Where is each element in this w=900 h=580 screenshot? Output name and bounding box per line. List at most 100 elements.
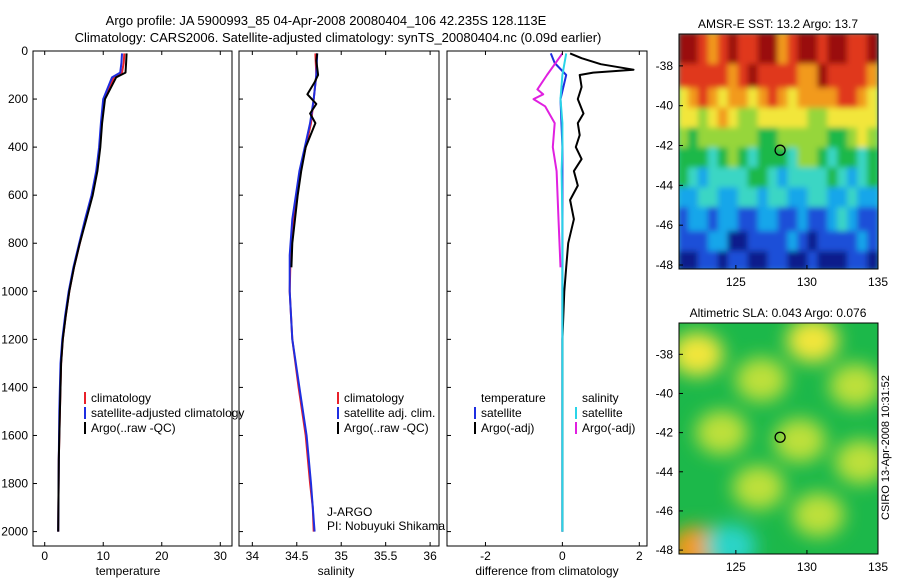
sst-cell: [747, 87, 760, 112]
sst-cell: [717, 127, 730, 152]
depth-ytick-label: 1200: [1, 332, 28, 346]
legend-label-argo: Argo(..raw -QC): [344, 421, 429, 435]
sst-cell: [797, 127, 810, 152]
sst-cell: [679, 63, 690, 92]
sst-cell: [757, 63, 770, 92]
sst-cell: [687, 251, 700, 269]
temperature-legend: climatology satellite-adjusted climatolo…: [84, 391, 244, 435]
figure-title-line1: Argo profile: JA 5900993_85 04-Apr-2008 …: [106, 13, 547, 28]
sst-cell: [807, 207, 820, 236]
sst-cell: [679, 107, 690, 132]
sla-xtick-label: 135: [868, 560, 888, 574]
sst-cell: [797, 147, 810, 172]
sst-cell: [797, 34, 810, 68]
sla-anomaly-blob: [732, 465, 785, 510]
sst-xtick-label: 125: [726, 275, 746, 289]
sst-cell: [857, 231, 870, 256]
salinity-axes-frame: [238, 50, 440, 547]
sst-ytick-label: -48: [656, 258, 674, 272]
difference-xtick-label: -2: [480, 549, 491, 563]
sst-cell: [767, 63, 780, 92]
depth-ytick-label: 1600: [1, 428, 28, 442]
legend-label-satellite-adjusted: satellite-adjusted climatology: [91, 406, 244, 420]
sst-cell: [757, 251, 770, 269]
sst-cell: [777, 63, 790, 92]
sst-cell: [757, 87, 770, 112]
sst-cell: [747, 187, 760, 212]
sla-ytick-label: -44: [656, 465, 674, 479]
sst-cell: [707, 187, 720, 212]
sst-cell: [867, 87, 878, 112]
sla-ytick-label: -48: [656, 543, 674, 557]
sst-cell: [797, 167, 810, 192]
sst-cell: [679, 187, 690, 212]
sst-cell: [797, 107, 810, 132]
sst-cell: [757, 127, 770, 152]
sst-cell: [737, 87, 750, 112]
sst-cell: [687, 167, 700, 192]
sst-cell: [827, 107, 840, 132]
difference-axes-frame: [446, 50, 648, 547]
sst-cell: [847, 187, 860, 212]
difference-axes: -2 0 2: [447, 50, 643, 563]
sst-cell: [797, 251, 810, 269]
sla-anomaly-blob: [773, 418, 826, 463]
sst-cell: [807, 127, 820, 152]
sst-cell: [827, 167, 840, 192]
sst-cell: [737, 34, 750, 68]
sst-cell: [707, 147, 720, 172]
sla-map-clip: [679, 323, 878, 554]
sst-cell: [707, 167, 720, 192]
sst-cell: [727, 187, 740, 212]
sst-cell: [747, 251, 760, 269]
sst-cell: [837, 63, 850, 92]
sst-cell: [727, 34, 740, 68]
sst-cell: [757, 231, 770, 256]
sst-cell: [747, 231, 760, 256]
depth-ytick-label: 0: [21, 44, 28, 58]
sst-cell: [857, 187, 870, 212]
sst-cell: [797, 187, 810, 212]
sst-cell: [817, 167, 830, 192]
sst-cell: [857, 107, 870, 132]
sla-anomaly-blob: [834, 439, 878, 484]
sst-cell: [727, 207, 740, 236]
sla-map-marker-layer: [774, 431, 786, 443]
sst-cell: [817, 251, 830, 269]
sst-ytick-label: -38: [656, 59, 674, 73]
sst-cell: [727, 167, 740, 192]
sst-cell: [787, 251, 800, 269]
sst-cell: [867, 63, 878, 92]
sst-cell: [867, 107, 878, 132]
sst-cell: [807, 187, 820, 212]
sst-cell: [727, 87, 740, 112]
sst-cell: [837, 251, 850, 269]
sst-ytick-label: -42: [656, 139, 674, 153]
sst-cell: [687, 87, 700, 112]
sst-cell: [767, 231, 780, 256]
legend-label-climatology: climatology: [91, 391, 151, 405]
sla-ytick-label: -42: [656, 426, 674, 440]
sst-cell: [687, 34, 700, 68]
sla-anomaly-blob: [695, 410, 748, 455]
sst-cell: [867, 147, 878, 172]
footer-timestamp: CSIRO 13-Apr-2008 10:31:52: [880, 375, 892, 520]
sst-cell: [727, 251, 740, 269]
sst-cell: [787, 187, 800, 212]
sst-cell: [767, 167, 780, 192]
sst-cell: [777, 87, 790, 112]
sla-xtick-label: 130: [797, 560, 817, 574]
sst-cell: [827, 251, 840, 269]
sst-cell: [867, 187, 878, 212]
sst-cell: [717, 34, 730, 68]
sst-cell: [697, 251, 710, 269]
sst-cell: [797, 207, 810, 236]
sst-cell: [797, 87, 810, 112]
sla-argo-location-marker: [774, 431, 786, 443]
sst-cell: [807, 231, 820, 256]
sst-cell: [857, 34, 870, 68]
sst-cell: [867, 34, 878, 68]
sst-cell: [747, 207, 760, 236]
sst-cell: [817, 107, 830, 132]
sst-cell: [777, 127, 790, 152]
